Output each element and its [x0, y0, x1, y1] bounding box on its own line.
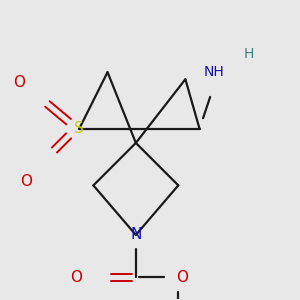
Text: O: O — [13, 75, 25, 90]
Text: H: H — [244, 47, 254, 61]
Text: NH: NH — [203, 65, 224, 79]
Text: S: S — [74, 121, 84, 136]
Text: O: O — [176, 270, 188, 285]
Text: O: O — [20, 174, 32, 189]
Text: O: O — [70, 270, 82, 285]
Text: N: N — [130, 227, 142, 242]
